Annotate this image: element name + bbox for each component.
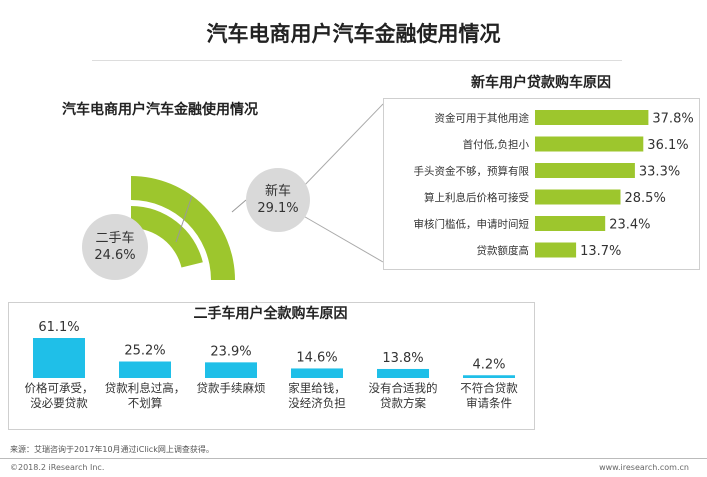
new-car-value-label: 28.5% (625, 191, 666, 206)
used-car-category-label: 不符合贷款审请条件 (460, 381, 518, 410)
used-car-value-label: 14.6% (296, 350, 337, 365)
used-car-bar (377, 368, 429, 378)
used-car-leader-line (175, 195, 193, 243)
new-car-bar (535, 136, 644, 152)
used-car-value-label: 4.2% (472, 357, 505, 372)
used-car-value-label: 61.1% (38, 320, 79, 335)
new-car-bar (535, 163, 635, 178)
new-car-value-label: 13.7% (580, 244, 621, 259)
used-car-value-label: 23.9% (210, 344, 251, 359)
new-car-category-label: 首付低,负担小 (463, 138, 530, 151)
used-car-category-label: 价格可承受，没必要贷款 (25, 381, 94, 410)
new-car-bar (535, 110, 649, 125)
new-car-category-label: 算上利息后价格可接受 (424, 191, 529, 204)
used-car-category-label: 没有合适我的贷款方案 (369, 381, 438, 410)
used-car-bar (291, 368, 343, 378)
new-car-leader-line (231, 199, 247, 213)
used-car-arc (131, 206, 203, 268)
new-car-value-label: 37.8% (652, 112, 693, 127)
new-car-category-label: 资金可用于其他用途 (435, 112, 530, 125)
used-car-bar (463, 375, 515, 378)
used-car-value-label: 13.8% (382, 351, 423, 366)
callout-line-bottom (299, 213, 384, 263)
new-car-value-label: 33.3% (639, 165, 680, 180)
used-car-chart-panel (8, 302, 535, 430)
used-car-value: 24.6% (94, 248, 136, 263)
source-note: 来源：艾瑞咨询于2017年10月通过iClick网上调查获得。 (10, 445, 214, 454)
new-car-chart-title: 新车用户贷款购车原因 (471, 75, 611, 91)
used-car-label: 二手车 (95, 231, 135, 246)
used-car-category-label: 贷款利息过高，不划算 (105, 381, 186, 410)
new-car-value-label: 36.1% (647, 138, 688, 153)
footer-divider (0, 458, 707, 459)
new-car-value: 29.1% (257, 201, 299, 216)
new-car-value-label: 23.4% (609, 218, 650, 233)
new-car-bar-chart: 资金可用于其他用途 37.8% 首付低,负担小 36.1% 手头资金不够，预算有限 33.… (414, 110, 694, 259)
new-car-label: 新车 (264, 184, 291, 199)
new-car-bubble: 新车 29.1% (246, 168, 310, 232)
new-car-category-label: 审核门槛低，申请时间短 (414, 218, 530, 231)
new-car-bar (535, 216, 606, 231)
new-car-chart-panel (383, 98, 700, 270)
title-divider (92, 60, 622, 61)
used-car-bar-chart: 61.1% 价格可承受，没必要贷款 25.2% 贷款利息过高，不划算 23.9% 贷款手续… (25, 320, 519, 410)
used-car-bar (33, 338, 85, 378)
used-car-category-label: 贷款手续麻烦 (197, 381, 266, 395)
page-title: 汽车电商用户汽车金融使用情况 (206, 22, 501, 46)
donut-chart-title: 汽车电商用户汽车金融使用情况 (62, 102, 258, 118)
used-car-bubble: 二手车 24.6% (82, 214, 148, 280)
used-car-bar (119, 361, 171, 378)
callout-line-top (299, 103, 384, 191)
new-car-bar (535, 242, 577, 258)
new-car-arc (131, 176, 235, 280)
new-car-category-label: 贷款额度高 (477, 244, 530, 257)
used-car-bar (205, 362, 257, 378)
used-car-value-label: 25.2% (124, 344, 165, 359)
copyright: ©2018.2 iResearch Inc. (10, 463, 105, 472)
used-car-chart-title: 二手车用户全款购车原因 (193, 306, 348, 322)
website-link[interactable]: www.iresearch.com.cn (599, 463, 689, 472)
new-car-category-label: 手头资金不够，预算有限 (414, 165, 530, 178)
new-car-bar (535, 189, 621, 205)
used-car-category-label: 家里给钱，没经济负担 (288, 381, 346, 410)
